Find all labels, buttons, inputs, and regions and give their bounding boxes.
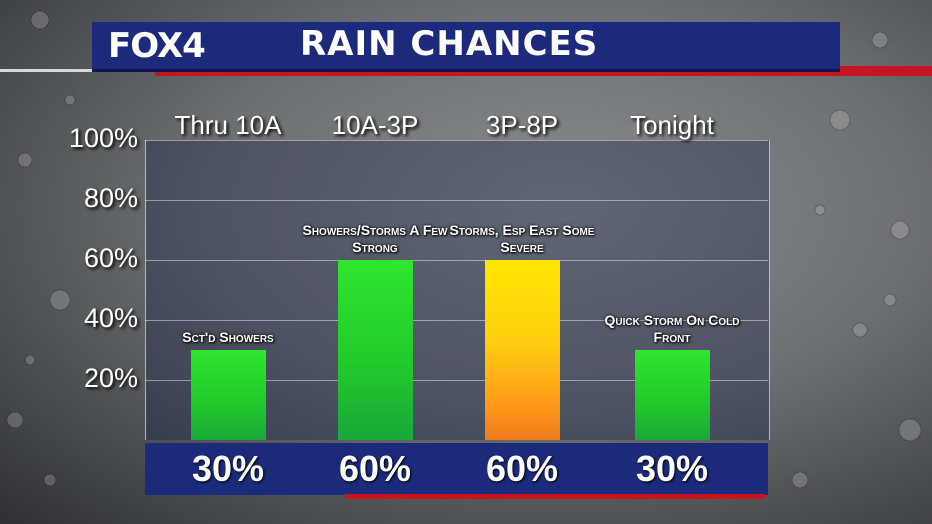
- gridline: [145, 140, 768, 141]
- category-label: 10A-3P: [331, 110, 419, 140]
- value-label: 30%: [635, 448, 709, 489]
- footer-red-stripe: [345, 494, 765, 499]
- bar-annotation: Storms, Esp East Some Severe: [449, 222, 595, 255]
- gridline: [145, 320, 768, 321]
- header-banner: [92, 22, 840, 72]
- y-tick-label: 60%: [83, 243, 138, 273]
- bar-thru-10a: [191, 350, 266, 440]
- value-label: 30%: [191, 448, 265, 489]
- value-label: 60%: [485, 448, 559, 489]
- y-tick-label: 100%: [68, 123, 138, 153]
- gridline: [145, 200, 768, 201]
- bar-annotation: Showers/Storms A Few Strong: [302, 222, 448, 255]
- bar-annotation: Sct'd Showers: [182, 329, 274, 345]
- values-footer-band: [145, 443, 768, 495]
- y-tick-label: 80%: [83, 183, 138, 213]
- fox4-logo: FOX4: [108, 26, 206, 66]
- gridline: [145, 260, 768, 261]
- category-label: Thru 10A: [174, 110, 282, 140]
- category-label: Tonight: [630, 110, 714, 140]
- value-label: 60%: [338, 448, 412, 489]
- y-tick-label: 20%: [83, 363, 138, 393]
- category-label: 3P-8P: [485, 110, 559, 140]
- bar-annotation: Quick Storm On Cold Front: [604, 312, 740, 345]
- gridline: [145, 380, 768, 381]
- bar-10a-3p: [338, 260, 413, 440]
- bar-3p-8p: [485, 260, 560, 440]
- bar-tonight: [635, 350, 710, 440]
- page-title: RAIN CHANCES: [300, 24, 599, 64]
- y-tick-label: 40%: [83, 303, 138, 333]
